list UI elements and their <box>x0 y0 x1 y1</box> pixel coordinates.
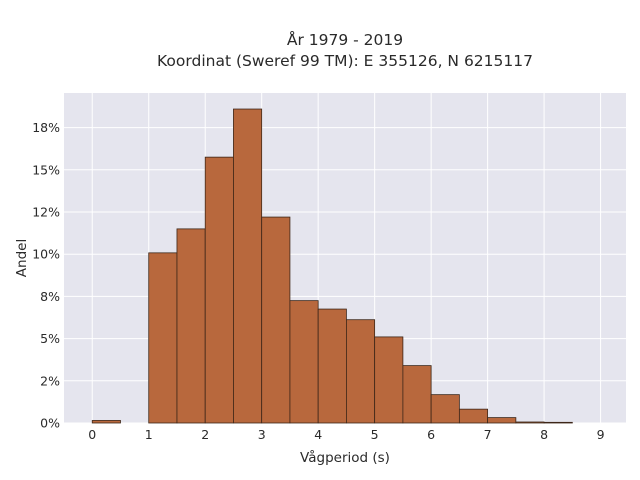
x-axis-label: Vågperiod (s) <box>300 449 390 466</box>
histogram-bar-4 <box>233 108 263 424</box>
histogram-bar-12 <box>458 408 489 424</box>
histogram-bar-9 <box>374 336 404 424</box>
y-tick-label-0: 0% <box>40 416 60 431</box>
y-tick-labels: 0% 2% 5% 8% 10% 12% 15% 18% <box>32 120 60 430</box>
x-tick-label-5: 5 <box>371 427 379 442</box>
histogram-bar-2 <box>176 228 206 424</box>
y-axis-label: Andel <box>14 239 30 277</box>
histogram-bars <box>91 108 573 424</box>
histogram-bar-3 <box>204 156 234 424</box>
y-tick-label-7: 18% <box>32 120 60 135</box>
x-tick-label-2: 2 <box>201 427 209 442</box>
histogram-bar-13 <box>487 417 517 424</box>
x-tick-label-1: 1 <box>145 427 153 442</box>
histogram-bar-0 <box>91 420 121 424</box>
histogram-bar-14 <box>515 421 545 424</box>
histogram-bar-5 <box>261 216 291 424</box>
chart-title: År 1979 - 2019 <box>287 30 403 49</box>
x-tick-label-4: 4 <box>314 427 322 442</box>
y-tick-label-1: 2% <box>40 373 60 388</box>
x-tick-label-8: 8 <box>540 427 548 442</box>
histogram-bar-11 <box>430 394 460 424</box>
x-tick-label-0: 0 <box>88 427 96 442</box>
histogram-bar-10 <box>402 365 432 424</box>
x-tick-label-3: 3 <box>258 427 266 442</box>
histogram-bar-15 <box>543 421 573 424</box>
y-tick-label-3: 8% <box>40 289 60 304</box>
y-tick-label-6: 15% <box>32 162 60 177</box>
y-tick-label-2: 5% <box>40 331 60 346</box>
x-tick-label-6: 6 <box>427 427 435 442</box>
x-tick-labels: 0 1 2 3 4 5 6 7 8 9 <box>88 427 604 442</box>
chart-subtitle: Koordinat (Sweref 99 TM): E 355126, N 62… <box>157 52 533 70</box>
x-tick-label-9: 9 <box>597 427 605 442</box>
y-tick-label-5: 12% <box>32 205 60 220</box>
histogram-bar-6 <box>289 300 319 424</box>
histogram-bar-7 <box>317 308 347 424</box>
histogram-bar-8 <box>346 319 376 424</box>
x-tick-label-7: 7 <box>484 427 492 442</box>
histogram-bar-1 <box>148 252 178 424</box>
y-tick-label-4: 10% <box>32 247 60 262</box>
